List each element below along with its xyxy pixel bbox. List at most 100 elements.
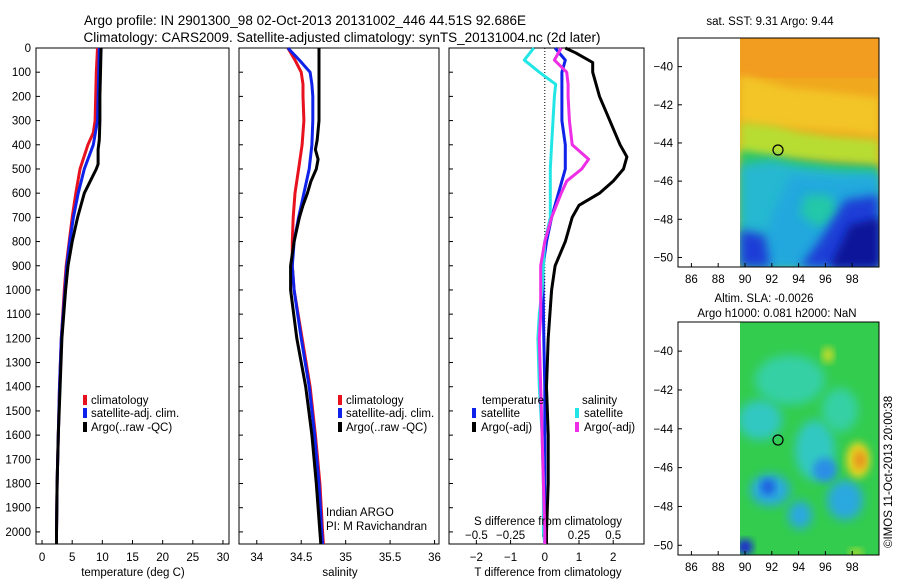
depth-tick-labels: 0 100 200 300 400 500 600 700 800 900 1000 1100 1200… xyxy=(5,43,40,539)
legend-label-s-satellite: satellite xyxy=(584,408,623,420)
lat-tick-label: −42 xyxy=(653,385,673,397)
difference-axes-frame xyxy=(448,47,645,545)
lat-tick-label: −40 xyxy=(653,62,673,74)
lat-tick-label: −50 xyxy=(653,252,673,264)
profile-line-salinity-argo-adj xyxy=(537,47,591,544)
lon-tick-label: 92 xyxy=(765,274,778,286)
temperature-tick-labels: 0 5 10 15 20 25 30 xyxy=(39,540,229,564)
lon-tick-label: 90 xyxy=(739,562,752,574)
salinity-tick-labels: 34 34.5 35 35.5 36 xyxy=(239,47,441,564)
legend-label-satellite-adj: satellite-adj. clim. xyxy=(346,408,434,420)
depth-tick-label: 300 xyxy=(12,116,31,128)
sst-map-panel: sat. SST: 9.31 Argo: 9.44 −40−42−44−46−4… xyxy=(653,16,880,286)
salinity-profile-lines xyxy=(286,46,325,545)
sst-longitude-ticks: 86 88 90 92 94 96 98 xyxy=(685,263,859,286)
difference-legend: temperature salinity satellite Argo(-adj… xyxy=(472,395,635,434)
depth-tick-label: 1100 xyxy=(6,309,31,321)
lon-tick-label: 86 xyxy=(685,274,698,286)
t-difference-tick-labels: −2 −1 0 1 2 xyxy=(449,47,616,564)
lat-tick-label: −48 xyxy=(653,214,673,226)
lat-tick-label: −42 xyxy=(653,100,673,112)
depth-tick-label: 1300 xyxy=(5,358,31,370)
depth-tick-label: 500 xyxy=(12,164,31,176)
x-tick-label: 10 xyxy=(96,552,109,564)
legend-label-t-satellite: satellite xyxy=(481,408,520,420)
depth-tick-label: 1400 xyxy=(5,382,31,394)
lon-tick-label: 98 xyxy=(846,562,859,574)
x-tick-label: −2 xyxy=(470,552,483,564)
imos-timestamp-label: ©IMOS 11-Oct-2013 20:00:38 xyxy=(883,396,895,548)
legend-label-satellite-adj: satellite-adj. clim. xyxy=(91,408,179,420)
x-tick-label: 5 xyxy=(69,552,75,564)
lon-tick-label: 88 xyxy=(712,274,725,286)
temperature-legend: climatology satellite-adj. clim. Argo(..… xyxy=(83,395,179,434)
profile-line-argo-raw-qc xyxy=(55,47,103,544)
s-difference-axis-label: S difference from climatology xyxy=(474,516,622,528)
x-tick-label: 36 xyxy=(428,552,441,564)
sla-map-frame xyxy=(677,321,880,556)
lon-tick-label: 86 xyxy=(685,562,698,574)
profile-line-climatology xyxy=(55,47,99,544)
sst-map-title: sat. SST: 9.31 Argo: 9.44 xyxy=(706,16,834,28)
data-provider-note: Indian ARGO xyxy=(326,507,394,519)
depth-tick-label: 600 xyxy=(12,188,31,200)
x-tick-label: 35.5 xyxy=(379,552,401,564)
lon-tick-label: 94 xyxy=(792,274,805,286)
lat-tick-label: −40 xyxy=(653,346,673,358)
lon-tick-label: 88 xyxy=(712,562,725,574)
x-tick-label: −1 xyxy=(504,552,517,564)
sla-field xyxy=(740,322,879,555)
lat-tick-label: −46 xyxy=(653,463,673,475)
depth-tick-label: 200 xyxy=(12,91,31,103)
sla-map-panel: Altim. SLA: -0.0026 Argo h1000: 0.081 h2… xyxy=(653,293,880,574)
depth-tick-label: 1000 xyxy=(5,285,31,297)
sla-longitude-ticks: 86 88 90 92 94 96 98 xyxy=(685,551,859,574)
salinity-panel: 34 34.5 35 35.5 36 salinity climatology sate… xyxy=(238,46,441,579)
profile-line-argo-raw-qc xyxy=(289,48,323,545)
salinity-axis-label: salinity xyxy=(322,567,357,579)
s-tick-label: 0.5 xyxy=(605,530,621,542)
x-tick-label: 20 xyxy=(156,552,169,564)
sst-latitude-ticks: −40 −42 −44 −46 −48 −50 xyxy=(653,62,682,264)
lon-tick-label: 98 xyxy=(846,274,859,286)
sst-field xyxy=(740,38,879,267)
s-difference-tick-labels: −0.5 −0.25 0 0.25 0.5 xyxy=(465,530,621,542)
x-tick-label: 1 xyxy=(576,552,582,564)
x-tick-label: 0 xyxy=(39,552,45,564)
x-tick-label: 0 xyxy=(542,552,548,564)
x-tick-label: 2 xyxy=(610,552,616,564)
lon-tick-label: 92 xyxy=(765,562,778,574)
lat-tick-label: −48 xyxy=(653,501,673,513)
depth-tick-label: 1800 xyxy=(5,479,31,491)
lon-tick-label: 96 xyxy=(819,562,832,574)
lon-tick-label: 94 xyxy=(792,562,805,574)
lon-tick-label: 96 xyxy=(819,274,832,286)
depth-tick-label: 1500 xyxy=(5,406,31,418)
figure-title-line-2: Climatology: CARS2009. Satellite-adjuste… xyxy=(83,30,600,45)
difference-profile-lines xyxy=(522,46,629,545)
lat-tick-label: −46 xyxy=(653,176,673,188)
t-difference-axis-label: T difference from climatology xyxy=(474,567,621,579)
depth-tick-label: 900 xyxy=(12,261,31,273)
sst-map-frame xyxy=(677,37,880,268)
legend-label-argo: Argo(..raw -QC) xyxy=(346,422,427,434)
sla-argo-marker xyxy=(772,434,784,446)
x-tick-label: 35 xyxy=(339,552,352,564)
legend-title-temperature: temperature xyxy=(482,395,544,407)
lat-tick-label: −44 xyxy=(653,424,673,436)
temperature-profile-lines xyxy=(55,47,103,544)
x-tick-label: 15 xyxy=(126,552,139,564)
depth-tick-label: 700 xyxy=(12,212,31,224)
x-tick-label: 34 xyxy=(250,552,263,564)
temperature-axis-label: temperature (deg C) xyxy=(81,567,185,579)
legend-label-argo: Argo(..raw -QC) xyxy=(91,422,172,434)
depth-tick-label: 1600 xyxy=(5,430,31,442)
legend-label-climatology: climatology xyxy=(91,395,149,407)
depth-tick-label: 1700 xyxy=(5,454,31,466)
lat-tick-label: −44 xyxy=(653,138,673,150)
temperature-panel: 0100200300400500600700800900100011001200… xyxy=(5,43,230,579)
figure-title-line-1: Argo profile: IN 2901300_98 02-Oct-2013 … xyxy=(84,13,526,28)
x-tick-label: 34.5 xyxy=(290,552,312,564)
profile-line-temperature-argo-adj xyxy=(545,46,629,544)
